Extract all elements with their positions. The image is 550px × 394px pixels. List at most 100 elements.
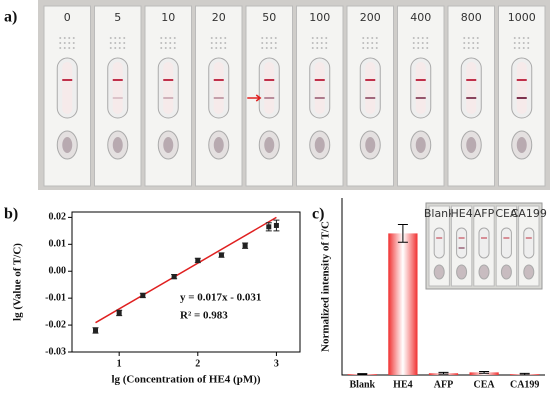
y-axis-label: Normalized intensity of T/C: [320, 221, 332, 352]
dot: [513, 42, 516, 44]
dot: [316, 47, 319, 49]
dot: [123, 42, 126, 44]
sample-pad: [365, 137, 376, 153]
strip-label: 10: [161, 11, 175, 24]
point: [116, 310, 122, 316]
y-tick-label: 0.01: [49, 239, 67, 250]
dot: [476, 42, 479, 44]
dot: [118, 42, 121, 44]
dot: [63, 37, 66, 39]
dot: [311, 47, 314, 49]
fit-line: [95, 216, 277, 324]
dot: [59, 37, 62, 39]
membrane: [264, 62, 275, 114]
dot: [270, 47, 273, 49]
point: [242, 243, 248, 249]
dot: [472, 37, 475, 39]
dot: [426, 42, 429, 44]
dot: [261, 47, 264, 49]
error-bar: [519, 372, 530, 376]
inset-window: [478, 227, 490, 259]
strip-label: 400: [410, 11, 431, 24]
dot: [325, 47, 328, 49]
dot: [362, 42, 365, 44]
sample-pad: [213, 137, 224, 153]
dot: [210, 47, 213, 49]
dot: [118, 47, 121, 49]
dot: [426, 47, 429, 49]
inset-label: AFP: [474, 207, 495, 220]
dot: [173, 42, 176, 44]
dot: [467, 47, 470, 49]
bar: [388, 233, 418, 375]
dot: [366, 42, 369, 44]
dot: [311, 42, 314, 44]
dot: [261, 37, 264, 39]
dot: [72, 37, 75, 39]
annotation: R² = 0.983: [180, 310, 228, 322]
dot: [265, 42, 268, 44]
point: [140, 292, 146, 298]
dot: [412, 47, 415, 49]
dot: [274, 37, 277, 39]
dot: [417, 47, 420, 49]
dot: [160, 42, 163, 44]
dot: [114, 42, 117, 44]
dot: [371, 42, 374, 44]
dot: [316, 37, 319, 39]
dot: [412, 42, 415, 44]
dot: [325, 42, 328, 44]
dot: [513, 37, 516, 39]
dot: [476, 47, 479, 49]
strip-label: 50: [262, 11, 276, 24]
inset-well: [478, 264, 490, 280]
dot: [467, 37, 470, 39]
dot: [371, 37, 374, 39]
strip-label: 1000: [508, 11, 536, 24]
dot: [224, 42, 227, 44]
x-tick-label: HE4: [393, 379, 412, 390]
error-bar: [357, 373, 368, 376]
dot: [109, 42, 112, 44]
dot: [72, 47, 75, 49]
error-bar: [479, 370, 490, 374]
x-axis-label: lg (Concentration of HE4 (pM)): [111, 374, 260, 386]
dot: [215, 47, 218, 49]
membrane: [314, 62, 325, 114]
dot: [109, 47, 112, 49]
dot: [68, 47, 71, 49]
dot: [316, 42, 319, 44]
x-tick-label: CA199: [510, 379, 539, 390]
dot: [118, 37, 121, 39]
strip-label: 200: [360, 11, 381, 24]
dot: [169, 37, 172, 39]
x-tick-label: Blank: [350, 379, 376, 390]
point: [273, 222, 279, 228]
membrane: [163, 62, 174, 114]
sample-pad: [264, 137, 275, 153]
error-bar: [397, 224, 408, 243]
dot: [362, 37, 365, 39]
dot: [114, 47, 117, 49]
dot: [366, 47, 369, 49]
x-tick-label: 2: [195, 358, 200, 369]
sample-pad: [415, 137, 426, 153]
dot: [426, 37, 429, 39]
dot: [518, 42, 521, 44]
dot: [219, 37, 222, 39]
strip-label: 20: [212, 11, 226, 24]
dot: [325, 37, 328, 39]
dot: [72, 42, 75, 44]
inset-label: HE4: [450, 207, 472, 220]
dot: [63, 47, 66, 49]
dot: [114, 37, 117, 39]
strip-label: 0: [64, 11, 71, 24]
dot: [362, 47, 365, 49]
strip-label: 100: [309, 11, 330, 24]
dot: [311, 37, 314, 39]
inset-window: [433, 227, 445, 259]
dot: [522, 47, 525, 49]
dot: [215, 37, 218, 39]
dot: [518, 37, 521, 39]
inset-well: [433, 264, 445, 280]
